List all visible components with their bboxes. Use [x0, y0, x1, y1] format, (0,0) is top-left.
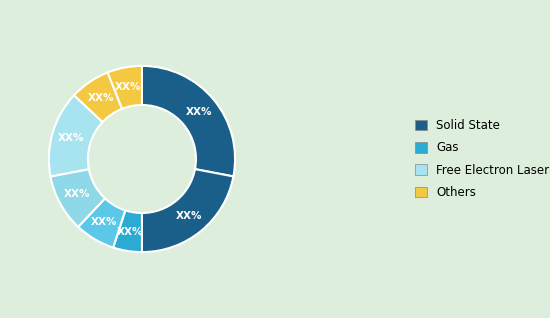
Text: XX%: XX%: [115, 82, 141, 92]
Text: XX%: XX%: [64, 190, 91, 199]
Wedge shape: [113, 211, 142, 252]
Text: XX%: XX%: [91, 217, 118, 227]
Legend: Solid State, Gas, Free Electron Laser (FEL), Others: Solid State, Gas, Free Electron Laser (F…: [415, 119, 550, 199]
Text: XX%: XX%: [87, 93, 114, 103]
Text: XX%: XX%: [175, 211, 202, 221]
Text: XX%: XX%: [117, 227, 144, 237]
Wedge shape: [142, 169, 233, 252]
Text: XX%: XX%: [58, 134, 85, 143]
Text: XX%: XX%: [185, 107, 212, 117]
Wedge shape: [51, 169, 105, 227]
Wedge shape: [74, 73, 122, 122]
Wedge shape: [49, 95, 103, 176]
Wedge shape: [142, 66, 235, 176]
Wedge shape: [108, 66, 142, 109]
Wedge shape: [78, 198, 125, 247]
